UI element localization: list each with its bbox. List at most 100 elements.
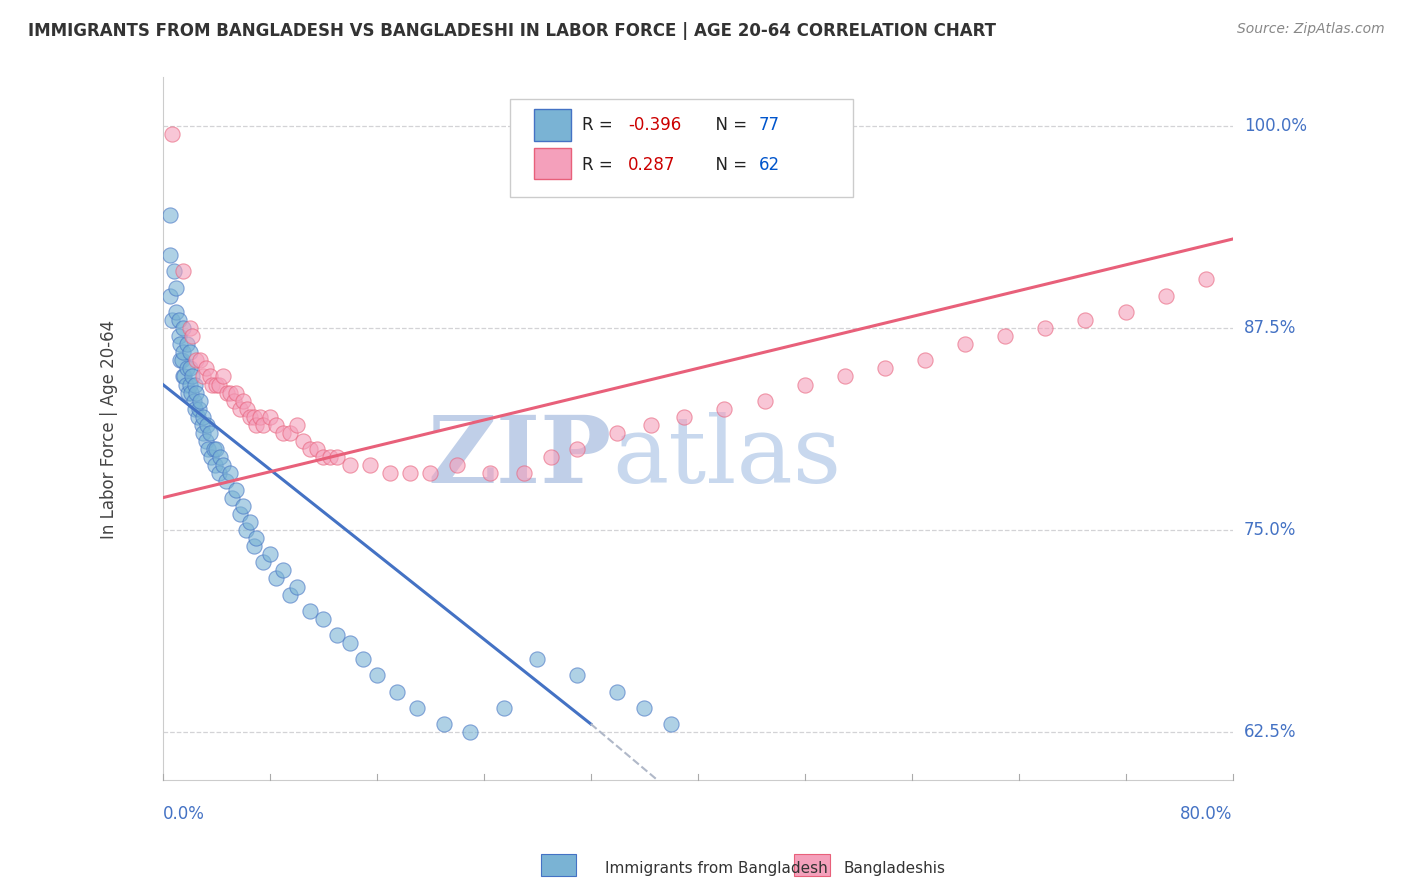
Point [242, 539, 264, 553]
Point [285, 580, 308, 594]
Point [252, 417, 274, 432]
Point [179, 345, 201, 359]
Text: 0.0%: 0.0% [163, 805, 205, 823]
Point [187, 401, 209, 416]
Point [165, 305, 187, 319]
Point [215, 475, 238, 489]
Point [181, 329, 204, 343]
Point [159, 288, 181, 302]
Point [298, 442, 321, 457]
Point [167, 313, 190, 327]
Point [188, 353, 211, 368]
Point [285, 417, 308, 432]
Point [235, 523, 257, 537]
Point [172, 369, 194, 384]
Point [873, 361, 896, 376]
Point [312, 612, 335, 626]
Point [218, 385, 240, 400]
Point [1154, 288, 1177, 302]
Point [419, 467, 441, 481]
Point [793, 377, 815, 392]
Point [249, 409, 271, 424]
Point [174, 377, 197, 392]
Point [399, 467, 422, 481]
Point [229, 401, 252, 416]
Point [232, 499, 254, 513]
Point [245, 531, 267, 545]
Point [159, 248, 181, 262]
Point [194, 361, 217, 376]
Point [994, 329, 1017, 343]
Text: R =: R = [582, 156, 619, 174]
Point [205, 442, 228, 457]
Point [339, 458, 361, 473]
Point [169, 337, 191, 351]
Point [305, 442, 328, 457]
Text: In Labor Force | Age 20-64: In Labor Force | Age 20-64 [100, 319, 118, 539]
Point [177, 385, 200, 400]
Point [266, 417, 288, 432]
Point [259, 547, 281, 561]
Point [162, 264, 184, 278]
Point [366, 668, 388, 682]
Point [339, 636, 361, 650]
Point [713, 401, 735, 416]
Text: 87.5%: 87.5% [1244, 319, 1296, 337]
Point [191, 369, 214, 384]
Point [170, 353, 193, 368]
Point [160, 313, 183, 327]
Point [433, 717, 456, 731]
Point [184, 401, 207, 416]
Text: N =: N = [706, 156, 752, 174]
Point [673, 409, 696, 424]
Point [236, 401, 259, 416]
Point [232, 393, 254, 408]
Point [1115, 305, 1137, 319]
Point [378, 467, 401, 481]
Point [169, 353, 191, 368]
Point [204, 458, 226, 473]
Point [179, 361, 201, 376]
Point [239, 409, 262, 424]
Point [191, 409, 214, 424]
Point [446, 458, 468, 473]
Text: R =: R = [582, 116, 619, 134]
Point [198, 425, 221, 440]
Point [186, 353, 208, 368]
Point [352, 652, 374, 666]
Text: 77: 77 [759, 116, 780, 134]
Point [567, 442, 589, 457]
Text: 62: 62 [759, 156, 780, 174]
Point [198, 369, 221, 384]
Point [953, 337, 976, 351]
Point [754, 393, 776, 408]
Point [194, 434, 217, 448]
Text: 62.5%: 62.5% [1244, 723, 1296, 741]
Point [176, 337, 198, 351]
Point [208, 377, 231, 392]
Point [239, 515, 262, 529]
Point [245, 417, 267, 432]
Point [190, 417, 212, 432]
Point [659, 717, 682, 731]
Text: atlas: atlas [612, 412, 841, 502]
Point [188, 393, 211, 408]
Point [200, 450, 222, 465]
Point [567, 668, 589, 682]
Point [640, 417, 662, 432]
Text: 100.0%: 100.0% [1244, 117, 1306, 135]
Point [242, 409, 264, 424]
Point [1234, 256, 1257, 270]
Point [160, 127, 183, 141]
Point [1033, 321, 1056, 335]
Point [179, 377, 201, 392]
FancyBboxPatch shape [510, 98, 853, 197]
Point [325, 450, 347, 465]
Text: 75.0%: 75.0% [1244, 521, 1296, 539]
Point [159, 208, 181, 222]
Point [312, 450, 335, 465]
Point [181, 369, 204, 384]
Point [298, 604, 321, 618]
Point [222, 393, 245, 408]
Point [167, 329, 190, 343]
